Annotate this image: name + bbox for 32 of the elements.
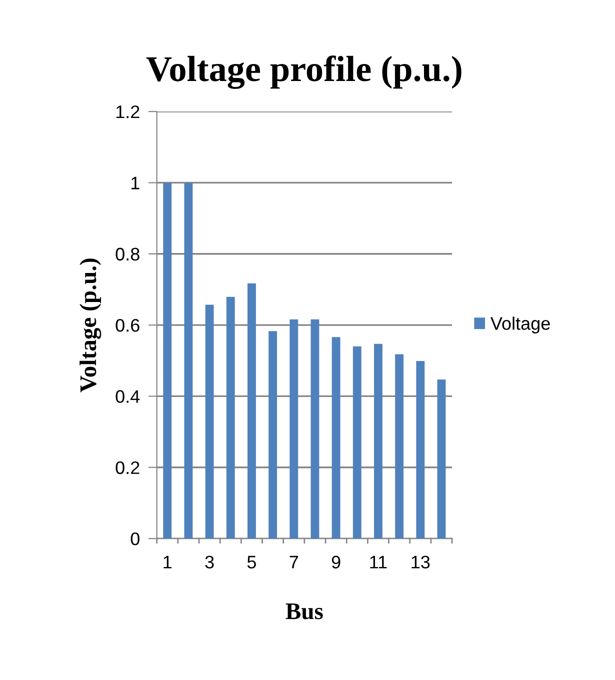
y-tick-label: 0.2: [116, 461, 140, 474]
bar: [437, 379, 446, 539]
x-tick-label: 3: [205, 556, 214, 568]
x-tick-label: 13: [412, 556, 430, 568]
y-tick-label: 0.8: [116, 248, 140, 261]
bar: [184, 182, 193, 539]
chart-title: Voltage profile (p.u.): [146, 56, 462, 89]
y-tick-label: 0: [130, 532, 140, 546]
bar: [247, 283, 256, 539]
bar: [226, 296, 235, 539]
y-axis-title: Voltage (p.u.): [80, 258, 102, 392]
x-tick-label: 9: [332, 556, 340, 568]
bar: [352, 346, 362, 539]
bar: [332, 337, 340, 539]
bar: [290, 319, 298, 539]
x-tick-label: 1: [164, 556, 172, 568]
x-tick-label: 7: [290, 556, 298, 568]
legend-label: Voltage: [490, 316, 550, 334]
bar: [416, 360, 425, 539]
y-tick-label: 1: [131, 176, 140, 190]
bar: [395, 354, 404, 539]
x-tick-label: 11: [370, 556, 387, 568]
x-tick-label: 5: [247, 556, 256, 568]
x-axis-title: Bus: [286, 604, 323, 620]
bar: [205, 304, 214, 539]
y-tick-label: 0.6: [116, 318, 140, 332]
y-tick-label: 0.4: [116, 390, 140, 403]
bar: [374, 344, 382, 539]
y-tick-label: 1.2: [116, 105, 140, 118]
bar: [310, 319, 320, 539]
bar: [163, 182, 172, 539]
bar: [268, 331, 278, 539]
